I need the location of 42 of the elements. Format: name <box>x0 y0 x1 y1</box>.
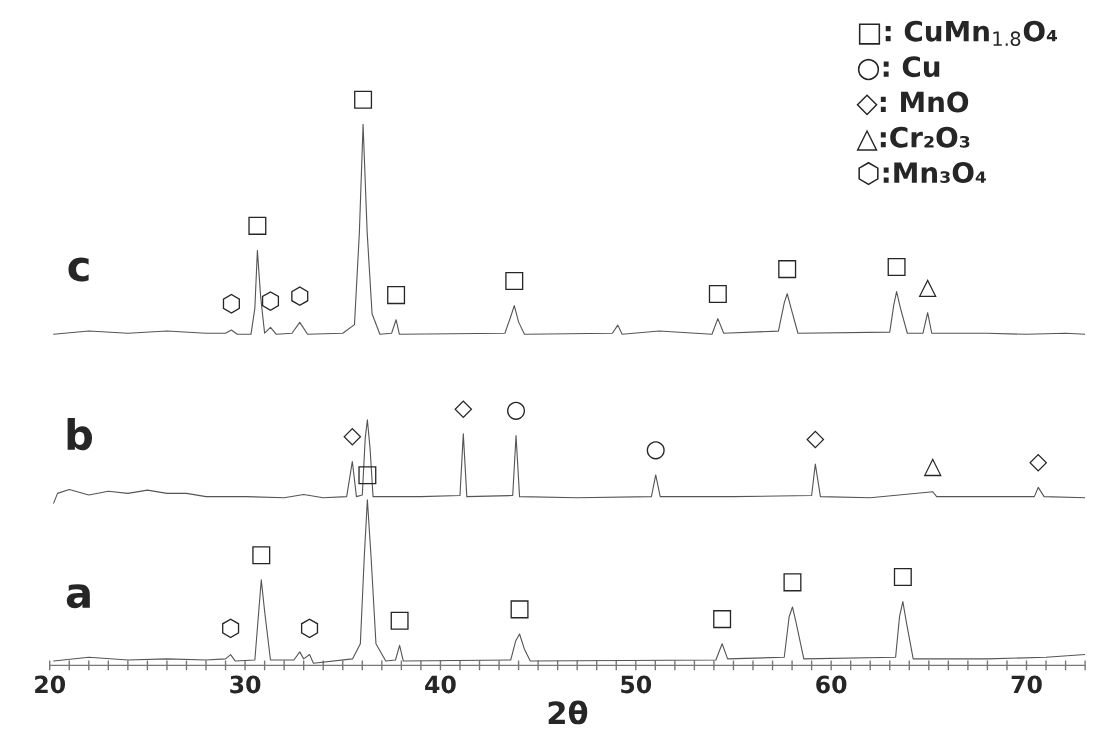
annotation: ⬡:Mn₃O₄ <box>858 161 986 186</box>
annotation: △ <box>923 458 942 477</box>
annotation: □ <box>387 286 406 305</box>
annotation: □ <box>252 546 271 565</box>
text: □: CuMn$_{1.8}$O₄ <box>858 20 1058 47</box>
annotation: △:Cr₂O₃ <box>856 126 970 151</box>
x-tick-label: 70 <box>1011 675 1042 694</box>
annotation: △ <box>918 279 937 298</box>
series-label: b <box>67 418 93 451</box>
series-label: c <box>68 257 89 282</box>
annotation: □ <box>248 216 267 235</box>
annotation: □ <box>887 257 906 276</box>
annotation: ◇ <box>454 400 473 419</box>
annotation: ◇ <box>343 427 362 446</box>
annotation: □ <box>713 610 732 629</box>
annotation: ⬡ <box>261 291 280 311</box>
annotation: ◇ <box>806 430 825 449</box>
annotation: □ <box>354 90 373 109</box>
annotation: □ <box>778 260 797 279</box>
annotation: ⬡ <box>291 286 309 307</box>
text: ◇: MnO <box>856 91 969 116</box>
x-tick-label: 30 <box>230 675 261 694</box>
annotation: □ <box>358 466 377 485</box>
annotation: ⬡ <box>222 293 240 314</box>
annotation: □ <box>505 271 524 291</box>
x-axis-title: 2θ <box>548 700 588 725</box>
series-label: a <box>66 584 90 609</box>
annotation: ◇ <box>1029 453 1048 472</box>
x-tick-label: 60 <box>816 675 847 694</box>
annotation: ○ <box>507 401 526 420</box>
x-tick-label: 40 <box>425 675 456 694</box>
text: ○: Cu <box>857 56 940 81</box>
annotation: ⬡ <box>300 618 319 639</box>
x-tick-label: 50 <box>621 675 652 694</box>
x-tick-label: 20 <box>35 675 66 694</box>
annotation: ○ <box>646 441 665 460</box>
annotation: □ <box>708 284 727 304</box>
annotation: □ <box>783 573 802 592</box>
annotation: □ <box>510 600 529 619</box>
annotation: □ <box>390 611 409 630</box>
annotation: □ <box>893 567 912 586</box>
annotation: ⬡ <box>222 618 240 639</box>
